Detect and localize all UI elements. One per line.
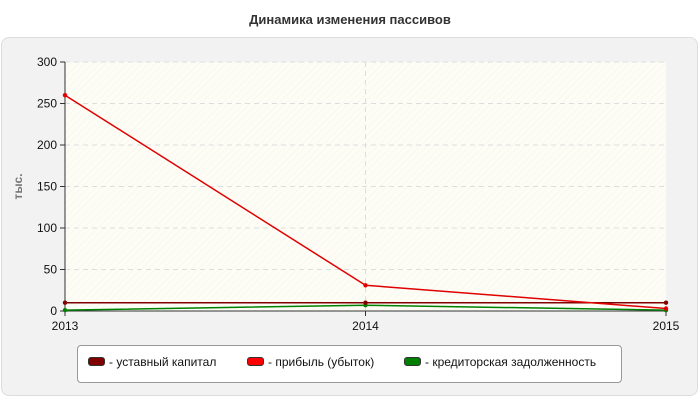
legend-swatch-ustavny-kapital — [88, 357, 105, 367]
legend-item-pribyl[interactable]: - прибыль (убыток) — [247, 354, 374, 369]
legend-swatch-kreditorskaya-zadolzhennost — [404, 357, 421, 367]
legend-label: - прибыль (убыток) — [268, 354, 375, 369]
legend-item-ustavny-kapital[interactable]: - уставный капитал — [88, 354, 216, 369]
y-tick-label: 300 — [37, 55, 57, 69]
data-point-1-0 — [62, 93, 68, 98]
data-point-0-1 — [363, 300, 368, 305]
y-tick-label: 150 — [37, 180, 57, 194]
data-point-0-0 — [62, 300, 68, 305]
data-point-1-1 — [363, 283, 368, 288]
chart-title: Динамика изменения пассивов — [249, 12, 451, 27]
legend-item-kreditorskaya-zadolzhennost[interactable]: - кредиторская задолженность — [404, 354, 596, 369]
data-point-2-0 — [62, 307, 68, 313]
y-tick-label: 250 — [37, 97, 57, 111]
x-tick-label: 2015 — [653, 319, 680, 333]
data-point-0-2 — [663, 300, 669, 305]
legend-label: - кредиторская задолженность — [425, 354, 597, 369]
x-tick-label: 2013 — [52, 319, 79, 333]
data-point-1-2 — [663, 306, 669, 311]
x-tick-label: 2014 — [352, 319, 379, 333]
y-axis-title: тыс. — [11, 173, 25, 199]
legend: - уставный капитал - прибыль (убыток) - … — [77, 345, 622, 383]
legend-label: - уставный капитал — [109, 354, 217, 369]
y-tick-label: 50 — [44, 263, 58, 277]
y-tick-label: 100 — [37, 221, 57, 235]
y-tick-label: 200 — [37, 138, 57, 152]
legend-swatch-pribyl — [247, 357, 264, 367]
y-tick-label: 0 — [50, 304, 57, 318]
